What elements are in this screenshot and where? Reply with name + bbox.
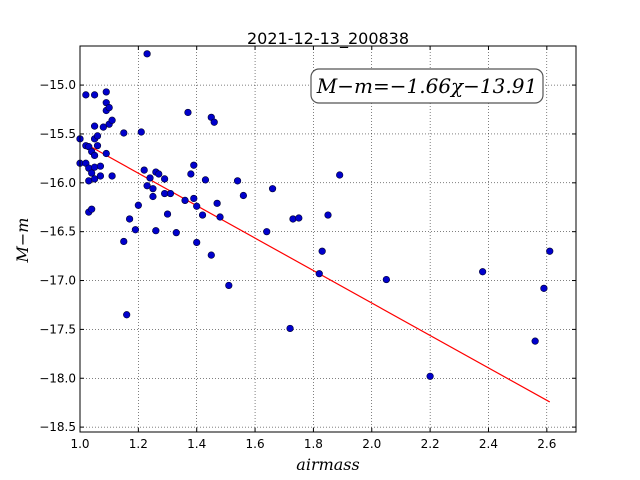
data-point xyxy=(531,337,539,345)
y-tick-label: −17.5 xyxy=(39,322,76,336)
data-point xyxy=(105,103,113,112)
data-point xyxy=(152,227,160,235)
data-point xyxy=(82,91,90,99)
x-tick-label: 2.2 xyxy=(421,437,440,451)
data-point xyxy=(143,50,151,58)
data-point xyxy=(239,191,247,200)
data-point xyxy=(289,215,297,223)
data-point xyxy=(90,122,99,130)
data-point xyxy=(201,176,210,184)
data-point xyxy=(213,199,221,207)
y-tick-label: −17.0 xyxy=(39,274,76,288)
x-tick-label: 1.4 xyxy=(187,437,206,451)
y-tick-label: −15.5 xyxy=(39,127,76,141)
data-point xyxy=(96,172,105,180)
data-point xyxy=(146,174,154,182)
x-tick-label: 1.8 xyxy=(304,437,323,451)
data-point xyxy=(90,163,99,171)
data-point xyxy=(546,247,554,255)
data-point xyxy=(134,201,142,209)
data-point xyxy=(120,237,128,246)
data-point xyxy=(88,205,96,213)
data-point xyxy=(149,192,157,201)
ticks: 1.0 1.2 1.4 1.6 1.8 2.0 2.2 2.4 2.6 −15.0 −15.5 −16… xyxy=(39,46,576,451)
data-point xyxy=(131,226,140,234)
data-point xyxy=(102,88,110,96)
data-point xyxy=(102,149,110,158)
data-point xyxy=(210,118,218,126)
data-point xyxy=(426,372,434,380)
data-point xyxy=(318,247,326,255)
data-point xyxy=(324,211,332,219)
equation-text: M−m=−1.66χ−13.91 xyxy=(316,74,537,98)
data-point xyxy=(96,162,105,170)
x-tick-label: 2.0 xyxy=(362,437,381,451)
data-point xyxy=(172,229,180,237)
data-point xyxy=(143,182,151,190)
points-group xyxy=(76,50,554,380)
x-tick-label: 2.4 xyxy=(479,437,498,451)
data-point xyxy=(295,214,303,222)
y-tick-label: −18.5 xyxy=(39,420,76,434)
data-point xyxy=(190,161,198,169)
data-point xyxy=(382,275,390,284)
data-point xyxy=(193,202,201,210)
y-tick-label: −18.0 xyxy=(39,371,76,385)
data-point xyxy=(149,185,157,193)
data-point xyxy=(268,185,277,193)
data-point xyxy=(93,132,102,140)
data-point xyxy=(184,108,192,117)
data-point xyxy=(286,324,294,333)
equation-frame xyxy=(310,68,544,104)
chart-title: 2021-12-13_200838 xyxy=(247,29,409,49)
data-point xyxy=(315,270,323,278)
data-point xyxy=(198,211,207,219)
data-point xyxy=(123,311,131,319)
x-tick-label: 2.6 xyxy=(537,437,556,451)
data-point xyxy=(120,129,128,137)
data-point xyxy=(187,170,195,178)
y-tick-label: −15.0 xyxy=(39,78,76,92)
data-point xyxy=(90,91,99,99)
data-point xyxy=(207,251,215,259)
x-tick-label: 1.6 xyxy=(246,437,265,451)
data-point xyxy=(190,194,198,203)
data-point xyxy=(140,166,148,174)
data-point xyxy=(126,215,134,223)
data-point xyxy=(193,238,201,247)
data-point xyxy=(225,281,233,290)
data-point xyxy=(108,172,116,180)
data-point xyxy=(137,128,145,136)
data-point xyxy=(93,142,102,150)
x-tick-label: 1.0 xyxy=(70,437,89,451)
x-tick-label: 1.2 xyxy=(129,437,148,451)
data-point xyxy=(99,123,107,131)
equation-box: M−m=−1.66χ−13.91 xyxy=(310,68,544,104)
plot-frame xyxy=(79,45,577,433)
data-point xyxy=(155,170,163,178)
x-axis-label: airmass xyxy=(296,455,359,474)
data-point xyxy=(90,151,99,160)
data-point xyxy=(336,171,344,179)
data-point xyxy=(90,175,99,183)
grid xyxy=(79,46,576,432)
data-point xyxy=(166,189,175,198)
data-point xyxy=(108,116,116,124)
data-point xyxy=(263,228,271,236)
data-point xyxy=(88,169,96,177)
y-tick-label: −16.0 xyxy=(39,176,76,190)
data-point xyxy=(540,284,548,292)
data-point xyxy=(233,177,242,185)
data-point xyxy=(163,210,172,218)
data-point xyxy=(161,175,169,183)
y-axis-label: M−m xyxy=(13,218,32,264)
data-point xyxy=(181,196,189,204)
y-tick-label: −16.5 xyxy=(39,225,76,239)
data-point xyxy=(216,213,224,221)
data-point xyxy=(479,268,487,276)
